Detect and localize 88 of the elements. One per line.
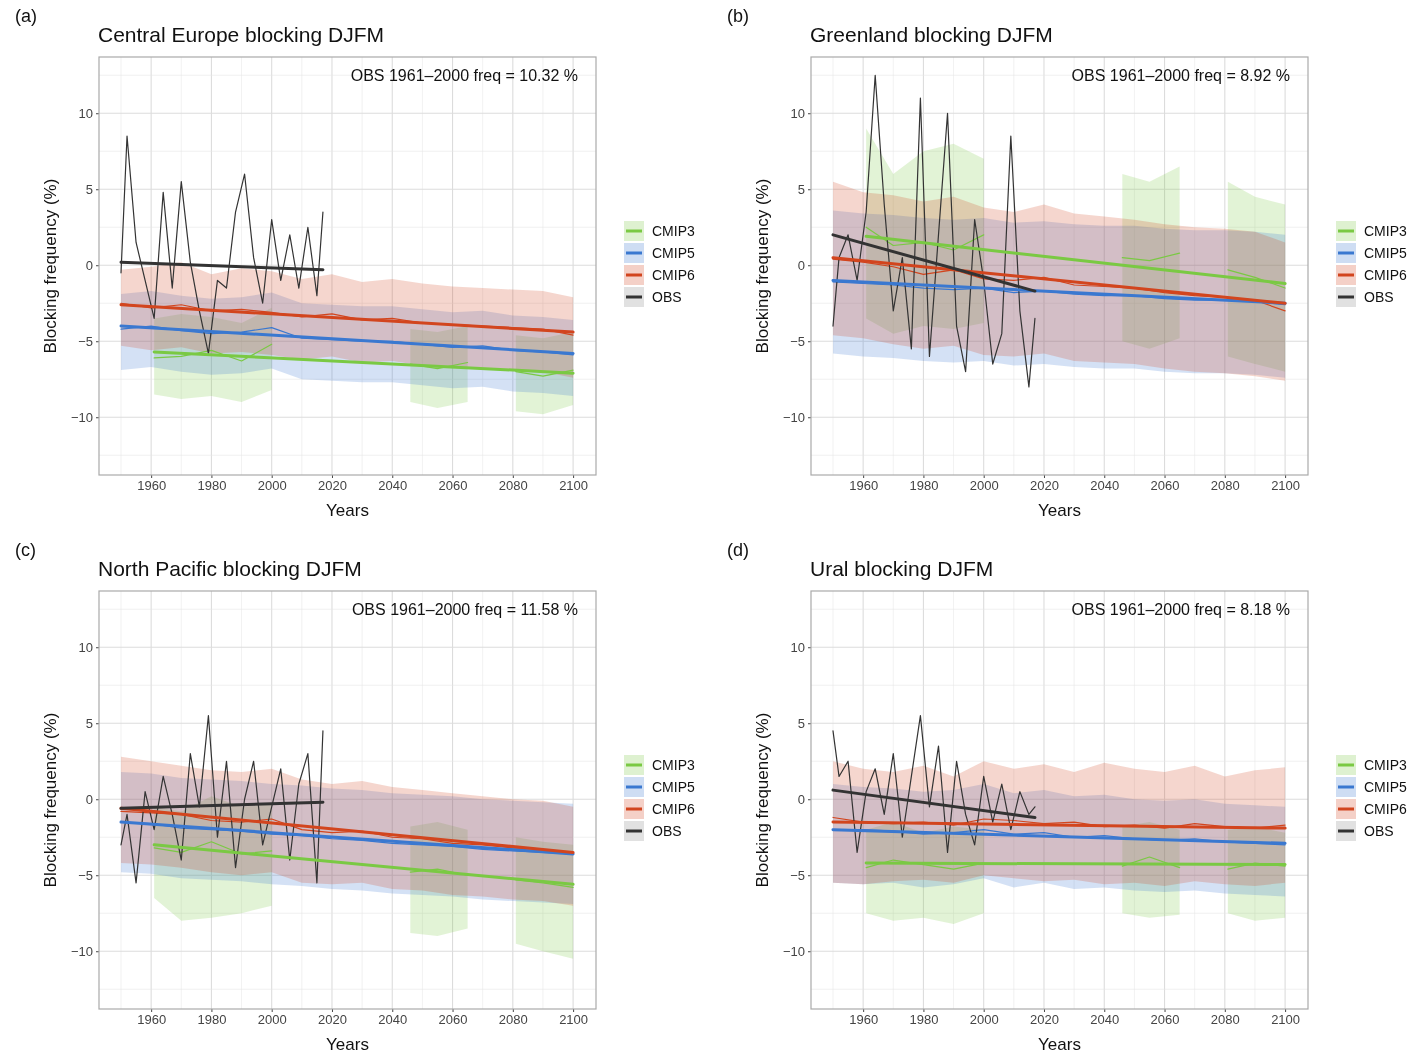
y-tick-label: −10 [70, 943, 93, 959]
annotation: OBS 1961–2000 freq = 8.92 % [1071, 67, 1290, 84]
legend-label: CMIP3 [1364, 757, 1407, 773]
x-tick-label: 2080 [1210, 1012, 1240, 1028]
legend-label: OBS [1364, 823, 1394, 839]
legend-label: CMIP5 [1364, 779, 1407, 795]
text: (b) [727, 6, 749, 26]
y-tick-label: 10 [790, 639, 805, 655]
legend-label: CMIP6 [652, 801, 695, 817]
annotation: OBS 1961–2000 freq = 11.58 % [351, 601, 578, 618]
y-tick-label: 0 [797, 257, 805, 273]
x-tick-label: 2080 [498, 1012, 528, 1028]
y-tick-label: 0 [85, 257, 93, 273]
y-axis-title: Blocking frequency (%) [41, 712, 60, 888]
legend-label: CMIP5 [652, 245, 695, 261]
legend-label: OBS [652, 823, 682, 839]
legend-label: CMIP3 [1364, 223, 1407, 239]
x-tick-label: 1960 [137, 1012, 167, 1028]
chart-title: Ural blocking DJFM [810, 557, 994, 580]
y-tick-label: −5 [78, 333, 93, 349]
x-axis-title: Years [326, 501, 369, 520]
y-axis-title: Blocking frequency (%) [753, 178, 772, 354]
x-tick-label: 2000 [257, 478, 287, 494]
annotation: OBS 1961–2000 freq = 8.18 % [1071, 601, 1290, 618]
y-tick-label: 5 [85, 181, 93, 197]
x-tick-label: 2080 [498, 478, 528, 494]
y-tick-label: 0 [797, 791, 805, 807]
x-tick-label: 2020 [318, 1012, 347, 1028]
legend-label: CMIP6 [652, 267, 695, 283]
x-axis-title: Years [326, 1035, 369, 1054]
x-tick-label: 2040 [378, 1012, 408, 1028]
x-tick-label: 1980 [909, 478, 939, 494]
x-tick-label: 1960 [137, 478, 167, 494]
legend-label: CMIP6 [1364, 801, 1407, 817]
text: (a) [15, 6, 37, 26]
y-tick-label: −10 [782, 409, 805, 425]
x-tick-label: 2060 [438, 1012, 468, 1028]
y-tick-label: −5 [78, 867, 93, 883]
chart-title: Central Europe blocking DJFM [98, 23, 384, 46]
x-tick-label: 2000 [257, 1012, 287, 1028]
x-tick-label: 2100 [559, 478, 589, 494]
text: (d) [727, 540, 749, 560]
x-tick-label: 2060 [1150, 1012, 1180, 1028]
x-tick-label: 2020 [318, 478, 347, 494]
y-axis-title: Blocking frequency (%) [41, 178, 60, 354]
y-tick-label: 0 [85, 791, 93, 807]
legend-label: CMIP5 [1364, 245, 1407, 261]
x-axis-title: Years [1038, 1035, 1081, 1054]
x-tick-label: 2020 [1030, 478, 1059, 494]
legend-label: OBS [1364, 289, 1394, 305]
x-tick-label: 1960 [849, 1012, 879, 1028]
x-axis-title: Years [1038, 501, 1081, 520]
chart-title: Greenland blocking DJFM [810, 23, 1053, 46]
legend-label: CMIP3 [652, 757, 695, 773]
x-tick-label: 1980 [909, 1012, 939, 1028]
y-tick-label: −10 [70, 409, 93, 425]
y-tick-label: 5 [85, 715, 93, 731]
x-tick-label: 2040 [1090, 1012, 1120, 1028]
y-tick-label: −5 [790, 867, 805, 883]
y-tick-label: −5 [790, 333, 805, 349]
x-tick-label: 1980 [197, 478, 227, 494]
text: (c) [15, 540, 36, 560]
x-tick-label: 2080 [1210, 478, 1240, 494]
x-tick-label: 2000 [969, 1012, 999, 1028]
legend-label: CMIP3 [652, 223, 695, 239]
x-tick-label: 2040 [378, 478, 408, 494]
y-tick-label: 10 [790, 105, 805, 121]
y-tick-label: 5 [797, 181, 805, 197]
annotation: OBS 1961–2000 freq = 10.32 % [350, 67, 578, 84]
legend-label: OBS [652, 289, 682, 305]
y-tick-label: 5 [797, 715, 805, 731]
y-tick-label: 10 [78, 105, 93, 121]
x-tick-label: 2100 [1271, 478, 1301, 494]
x-tick-label: 2060 [1150, 478, 1180, 494]
y-tick-label: −10 [782, 943, 805, 959]
legend-label: CMIP6 [1364, 267, 1407, 283]
x-tick-label: 2020 [1030, 1012, 1059, 1028]
y-axis-title: Blocking frequency (%) [753, 712, 772, 888]
x-tick-label: 2100 [1271, 1012, 1301, 1028]
y-tick-label: 10 [78, 639, 93, 655]
x-tick-label: 2100 [559, 1012, 589, 1028]
legend-label: CMIP5 [652, 779, 695, 795]
x-tick-label: 1980 [197, 1012, 227, 1028]
x-tick-label: 2060 [438, 478, 468, 494]
chart-title: North Pacific blocking DJFM [98, 557, 362, 580]
x-tick-label: 1960 [849, 478, 879, 494]
x-tick-label: 2000 [969, 478, 999, 494]
x-tick-label: 2040 [1090, 478, 1120, 494]
